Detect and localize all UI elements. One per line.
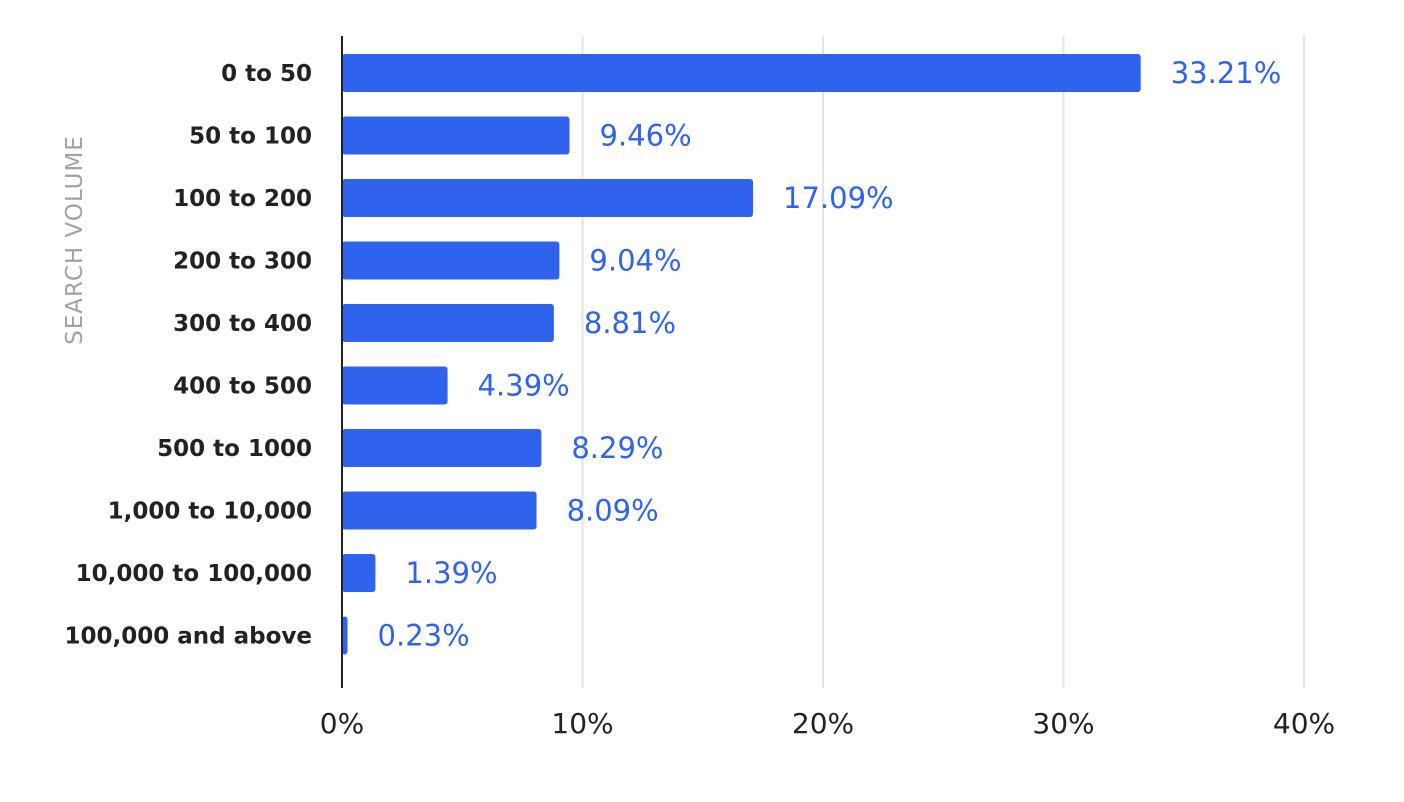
bar bbox=[342, 54, 1141, 92]
bar bbox=[342, 179, 754, 217]
value-label: 9.04% bbox=[589, 244, 681, 278]
gridlines bbox=[581, 36, 1305, 688]
category-label: 300 to 400 bbox=[173, 311, 312, 337]
value-label: 0.23% bbox=[378, 619, 470, 653]
labels: 0% 10% 20% 30% 40% 0 to 50 33.21% 50 to 100 9.46… bbox=[64, 56, 1335, 740]
category-label: 10,000 to 100,000 bbox=[76, 561, 312, 587]
category-label: 50 to 100 bbox=[189, 124, 312, 150]
category-label: 200 to 300 bbox=[173, 249, 312, 275]
x-tick-label: 30% bbox=[1032, 707, 1094, 740]
bar bbox=[342, 429, 542, 467]
value-label: 8.09% bbox=[567, 494, 659, 528]
category-label: 500 to 1000 bbox=[157, 436, 312, 462]
value-label: 1.39% bbox=[405, 556, 497, 590]
bar bbox=[342, 116, 570, 155]
bar bbox=[342, 304, 554, 342]
category-label: 100,000 and above bbox=[64, 624, 312, 650]
bar bbox=[342, 554, 376, 592]
value-label: 4.39% bbox=[478, 369, 570, 403]
bar bbox=[342, 241, 560, 280]
value-label: 8.29% bbox=[571, 431, 663, 465]
x-tick-label: 20% bbox=[792, 707, 854, 740]
x-tick-label: 0% bbox=[320, 707, 364, 740]
bar bbox=[342, 616, 348, 655]
category-label: 400 to 500 bbox=[173, 374, 312, 400]
value-label: 17.09% bbox=[783, 181, 894, 215]
bar bbox=[342, 366, 448, 405]
value-label: 33.21% bbox=[1171, 56, 1282, 90]
x-tick-label: 10% bbox=[551, 707, 613, 740]
bar bbox=[342, 491, 537, 530]
category-label: 0 to 50 bbox=[221, 61, 312, 87]
y-axis-title: SEARCH VOLUME bbox=[62, 135, 88, 345]
value-label: 8.81% bbox=[584, 306, 676, 340]
category-label: 1,000 to 10,000 bbox=[108, 499, 312, 525]
category-label: 100 to 200 bbox=[173, 186, 312, 212]
value-label: 9.46% bbox=[600, 119, 692, 153]
x-tick-label: 40% bbox=[1273, 707, 1335, 740]
bars bbox=[342, 54, 1141, 655]
